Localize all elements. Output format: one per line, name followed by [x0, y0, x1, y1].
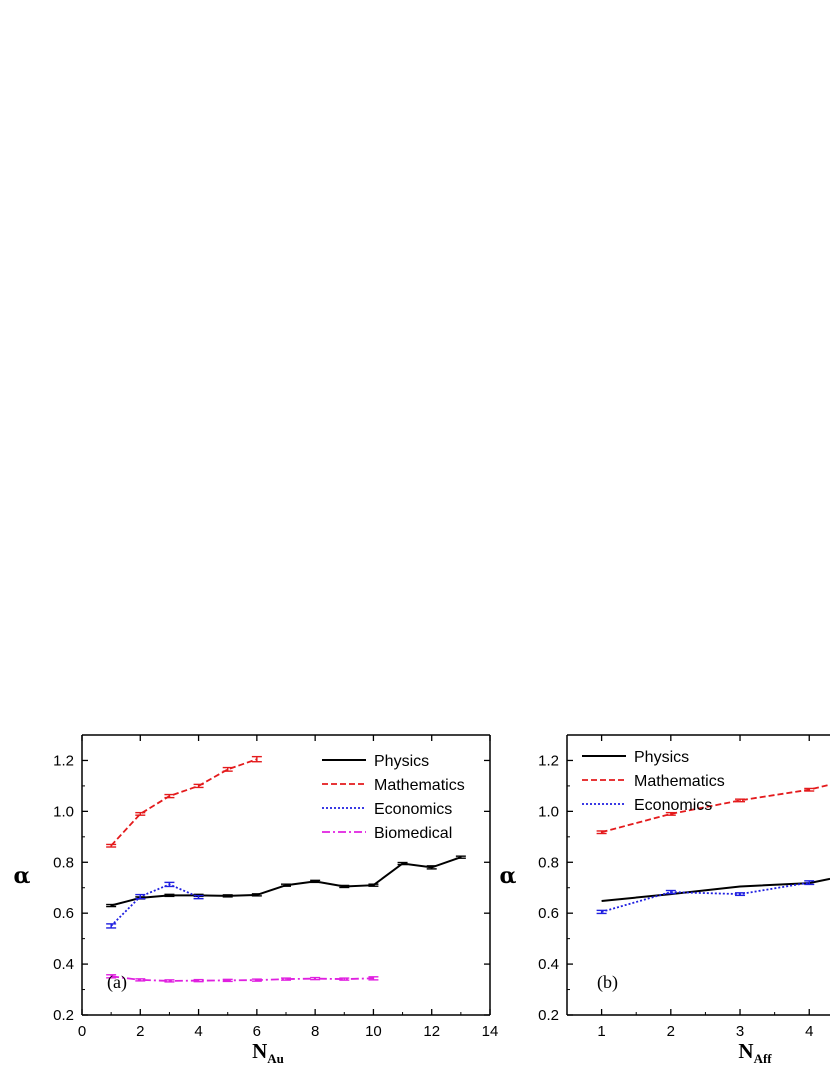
- legend-label: Physics: [634, 749, 689, 766]
- error-bar-physics: [106, 903, 117, 908]
- x-tick-label: 4: [805, 1023, 813, 1040]
- series-line-physics: [601, 877, 830, 902]
- error-bar-mathematics: [735, 798, 746, 803]
- error-bar-physics: [310, 879, 321, 884]
- x-tick-label: 2: [667, 1023, 675, 1040]
- error-bar-physics: [455, 855, 466, 859]
- error-bar-mathematics: [193, 783, 204, 789]
- legend: Physics Mathematics Economics: [582, 749, 725, 814]
- error-bar-biomedical: [251, 978, 262, 982]
- series-line-mathematics: [601, 783, 830, 834]
- error-bar-mathematics: [222, 766, 233, 772]
- error-bar-economics: [106, 923, 117, 929]
- error-bar-physics: [368, 883, 379, 887]
- legend: Physics Mathematics Economics Biomedical: [322, 753, 465, 842]
- x-tick-label: 3: [736, 1023, 744, 1040]
- x-axis-label: NAff: [738, 1039, 772, 1066]
- series-line-mathematics: [110, 758, 258, 847]
- x-tick-label: 4: [194, 1023, 202, 1040]
- y-tick-label: 0.2: [538, 1007, 559, 1024]
- error-bar-economics: [665, 889, 676, 895]
- y-tick-label: 1.2: [538, 752, 559, 769]
- error-bar-physics: [397, 861, 408, 866]
- error-bar-physics: [281, 883, 291, 887]
- series-line-biomedical: [110, 975, 374, 982]
- y-tick-label: 1.0: [53, 803, 74, 820]
- legend-label: Physics: [374, 753, 429, 770]
- axes-frame: [566, 734, 830, 1016]
- error-bar-biomedical: [310, 976, 321, 981]
- series-line-economics: [601, 881, 810, 913]
- series-line-physics: [110, 856, 462, 907]
- error-bar-economics: [735, 892, 746, 897]
- y-tick-label: 0.8: [538, 854, 559, 871]
- error-bar-mathematics: [596, 830, 607, 835]
- y-tick-label: 1.0: [538, 803, 559, 820]
- y-tick-label: 0.6: [538, 905, 559, 922]
- error-bar-biomedical: [164, 979, 175, 983]
- error-bar-mathematics: [251, 755, 262, 763]
- x-axis-label-sub: Au: [267, 1051, 284, 1066]
- error-bar-mathematics: [164, 793, 175, 799]
- x-tick-label: 14: [482, 1023, 499, 1040]
- x-tick-label: 0: [78, 1023, 86, 1040]
- error-bar-physics: [339, 884, 350, 889]
- error-bar-economics: [596, 909, 607, 915]
- error-bar-biomedical: [222, 978, 233, 983]
- error-bar-mathematics: [106, 843, 117, 848]
- panel-b-chart: 0.2 0.4 0.6 0.8 1.0 1.2 1 2 3 4 α NAff (b) Physics Mat…: [500, 734, 830, 1066]
- error-bar-biomedical: [193, 978, 204, 983]
- error-bar-economics: [164, 881, 175, 888]
- series-line-economics: [110, 883, 199, 927]
- error-bar-physics: [251, 893, 262, 897]
- y-tick-label: 0.6: [53, 905, 74, 922]
- error-bar-physics: [222, 894, 233, 898]
- y-tick-label: 0.8: [53, 854, 74, 871]
- y-tick-label: 0.4: [53, 956, 74, 973]
- y-axis-label: α: [14, 863, 31, 889]
- legend-label: Economics: [374, 801, 452, 818]
- series-group: [596, 783, 830, 915]
- legend-label: Economics: [634, 797, 712, 814]
- x-tick-label: 1: [597, 1023, 605, 1040]
- x-axis-label: NAu: [252, 1039, 284, 1066]
- error-bar-mathematics: [804, 787, 815, 792]
- error-bar-economics: [193, 894, 204, 900]
- y-axis-label: α: [500, 863, 517, 889]
- error-bar-physics: [164, 893, 175, 898]
- error-bar-physics: [426, 865, 437, 870]
- legend-label: Mathematics: [634, 773, 725, 790]
- error-bar-biomedical: [135, 978, 146, 982]
- error-bar-biomedical: [281, 977, 291, 981]
- error-bar-biomedical: [368, 976, 379, 981]
- x-tick-label: 12: [423, 1023, 440, 1040]
- x-tick-label: 6: [253, 1023, 261, 1040]
- error-bar-mathematics: [665, 811, 676, 816]
- panel-label: (b): [597, 972, 618, 993]
- x-axis-label-sub: Aff: [754, 1051, 773, 1066]
- y-tick-label: 0.4: [538, 956, 559, 973]
- error-bar-biomedical: [106, 974, 117, 979]
- x-tick-label: 2: [136, 1023, 144, 1040]
- x-tick-label: 8: [311, 1023, 319, 1040]
- y-tick-label: 0.2: [53, 1007, 74, 1024]
- legend-label: Mathematics: [374, 777, 465, 794]
- panel-a-chart: 0.2 0.4 0.6 0.8 1.0 1.2 0 2 4 6 8 10 12 14 α NAu (a) Phys…: [14, 734, 499, 1066]
- series-group: [106, 755, 466, 983]
- legend-label: Biomedical: [374, 825, 452, 842]
- panel-label: (a): [107, 972, 127, 993]
- error-bar-economics: [135, 893, 146, 900]
- y-tick-label: 1.2: [53, 752, 74, 769]
- error-bar-economics: [804, 880, 815, 886]
- error-bar-mathematics: [135, 811, 146, 816]
- x-tick-label: 10: [365, 1023, 382, 1040]
- error-bar-biomedical: [339, 977, 350, 981]
